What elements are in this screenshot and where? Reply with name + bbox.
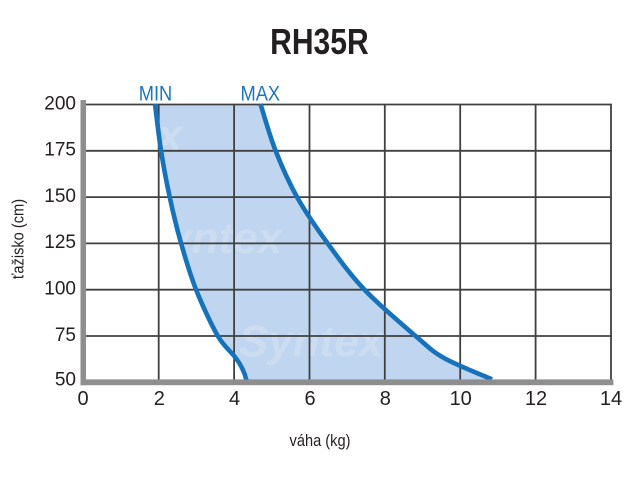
svg-text:175: 175 — [44, 140, 76, 161]
svg-text:Syntex: Syntex — [239, 317, 385, 366]
svg-text:75: 75 — [55, 325, 76, 346]
svg-text:14: 14 — [600, 388, 622, 410]
svg-text:125: 125 — [44, 232, 76, 253]
svg-text:váha (kg): váha (kg) — [290, 432, 351, 450]
svg-text:200: 200 — [44, 93, 76, 114]
svg-text:RH35R: RH35R — [270, 23, 369, 63]
svg-text:MAX: MAX — [241, 82, 281, 105]
svg-text:12: 12 — [525, 388, 547, 410]
svg-text:50: 50 — [55, 369, 76, 390]
svg-text:100: 100 — [44, 279, 76, 300]
svg-text:2: 2 — [154, 388, 165, 410]
svg-text:4: 4 — [229, 388, 240, 410]
svg-text:8: 8 — [380, 388, 391, 410]
svg-text:6: 6 — [304, 388, 315, 410]
svg-text:150: 150 — [44, 186, 76, 207]
svg-text:0: 0 — [77, 388, 88, 410]
svg-text:ťažisko (cm): ťažisko (cm) — [10, 199, 28, 279]
svg-text:10: 10 — [450, 388, 472, 410]
svg-text:MIN: MIN — [139, 82, 172, 105]
